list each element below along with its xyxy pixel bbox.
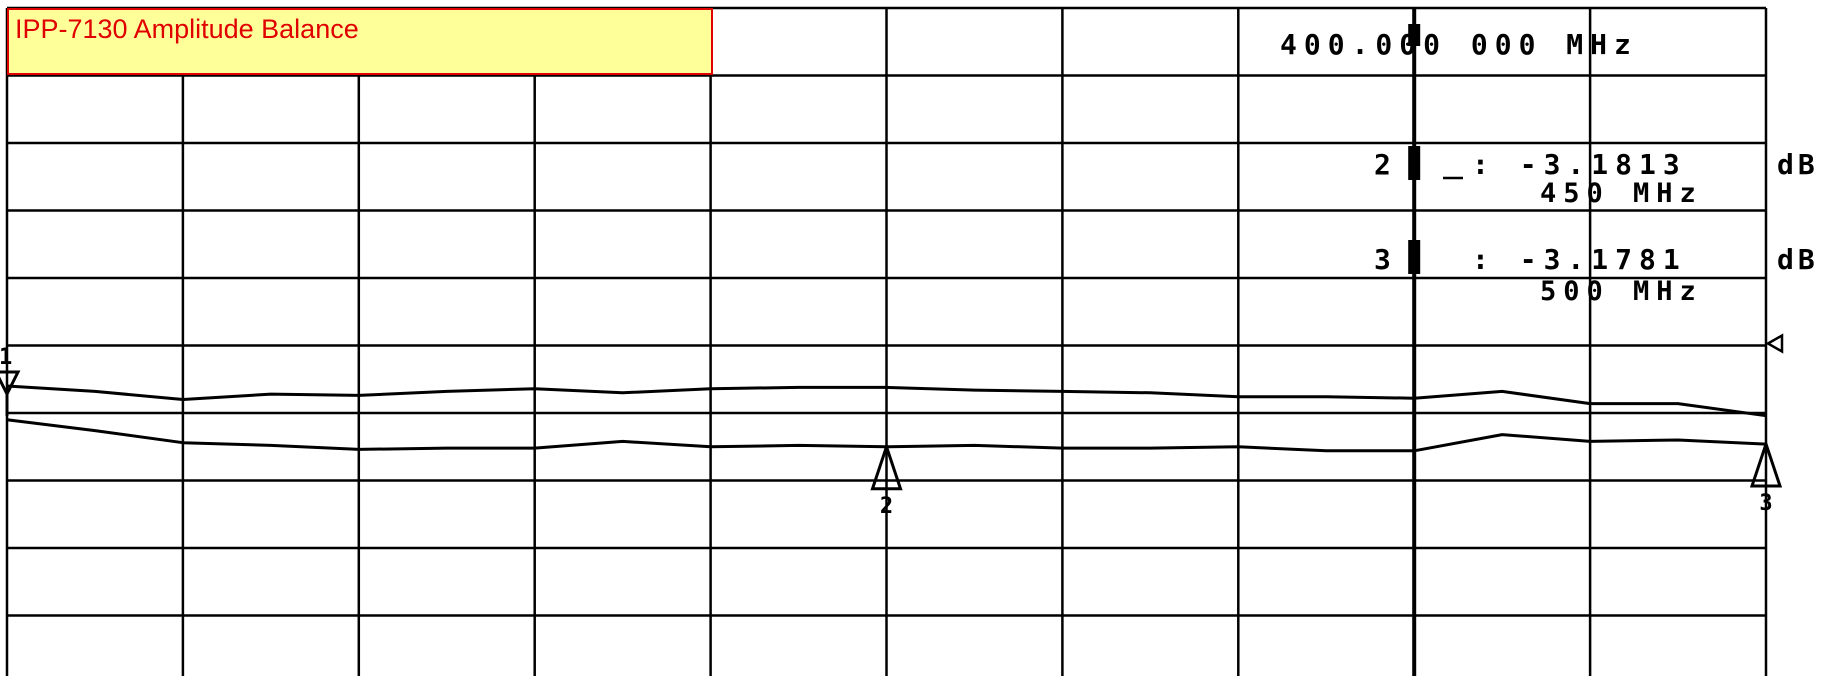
cursor-block-icon (1408, 240, 1421, 274)
markers: 1 2 3 (0, 8, 1784, 676)
marker2-label: 2 (1374, 148, 1399, 181)
marker-1-label: 1 (0, 345, 12, 370)
title-box: IPP-7130 Amplitude Balance (7, 8, 713, 75)
marker3-unit: dB (1777, 243, 1819, 276)
marker3-frequency: 500 MHz (1540, 276, 1703, 307)
trace-line-1 (6, 384, 1767, 418)
graticule (5, 6, 1768, 676)
cursor-block-icon (1408, 146, 1421, 180)
cursor-block-icon (1408, 24, 1421, 46)
marker3-label: 3 (1374, 243, 1399, 276)
marker2-unit: dB (1777, 148, 1819, 181)
marker-1-indicator (0, 370, 21, 398)
marker3-value: : -3.1781 (1472, 243, 1687, 276)
chart-title: IPP-7130 Amplitude Balance (15, 14, 359, 44)
reference-level-icon (1765, 333, 1784, 354)
marker2-frequency: 450 MHz (1540, 178, 1703, 209)
marker-2-label: 2 (880, 494, 893, 519)
center-frequency-readout: 400.000 000 MHz (1280, 28, 1638, 61)
marker2-value: : -3.1813 (1472, 148, 1687, 181)
marker-3-label: 3 (1759, 491, 1772, 516)
